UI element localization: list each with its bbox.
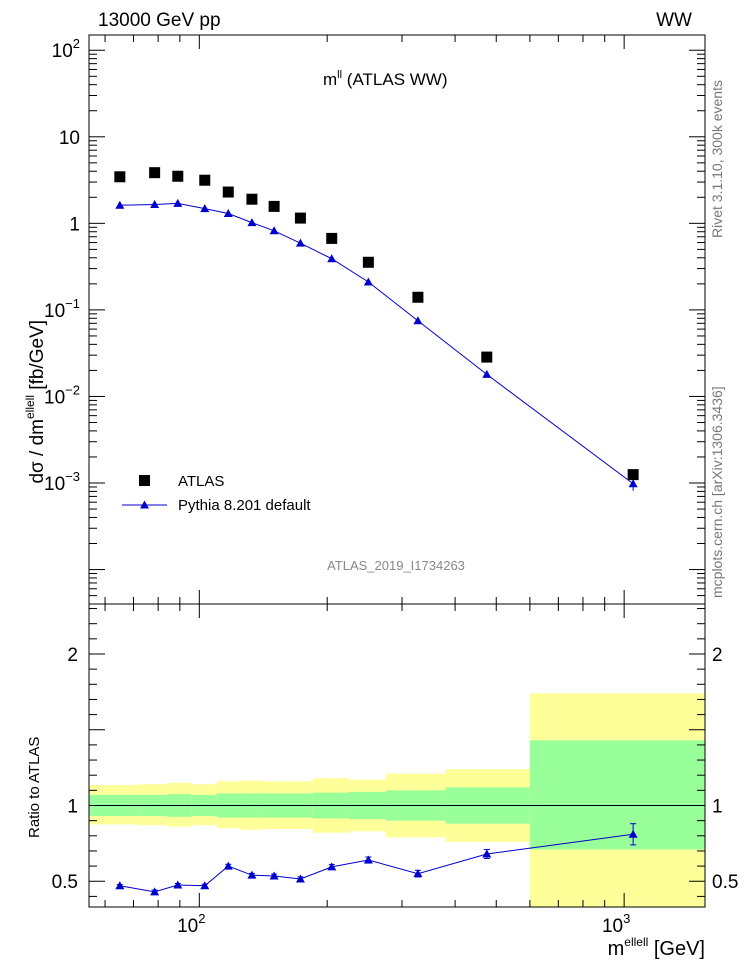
x-axis-label-unit: [GeV]: [648, 938, 705, 960]
header-energy-label: 13000 GeV pp: [98, 10, 221, 31]
plot-title-sup: ll: [337, 69, 342, 81]
ratio-y-tick-label-right-1: 1: [712, 796, 723, 817]
main-y-tick-exp: −3: [65, 469, 80, 484]
main-y-tick-exp: 2: [73, 36, 80, 51]
data-marker: [326, 232, 338, 244]
mc-marker-ratio: [115, 881, 125, 890]
plot-title-main: m: [323, 70, 337, 89]
x-tick-base: 10: [602, 916, 623, 937]
data-marker: [199, 174, 211, 186]
data-marker: [149, 167, 161, 179]
mc-marker-ratio: [150, 887, 160, 896]
side-mcplots-label: mcplots.cern.ch [arXiv:1306.3436]: [709, 386, 725, 598]
mc-marker-ratio: [482, 849, 492, 858]
data-marker: [268, 200, 280, 212]
ratio-band-inner-12: [529, 740, 705, 850]
ratio-y-tick-label-right-2: 2: [712, 645, 723, 666]
data-marker: [172, 170, 184, 182]
main-y-tick-label-5: 10−3: [44, 469, 80, 495]
x-axis-label-m: m: [608, 938, 625, 960]
mc-marker-ratio: [173, 880, 183, 889]
legend-atlas-label: ATLAS: [178, 473, 224, 490]
mc-marker-ratio: [200, 881, 210, 890]
data-series-main: [114, 167, 639, 481]
mc-marker-main: [269, 226, 279, 235]
mc-series-main: [115, 198, 638, 491]
main-y-tick-base: 10: [44, 387, 65, 408]
analysis-id: ATLAS_2019_I1734263: [327, 558, 465, 573]
x-axis-label: mellell [GeV]: [608, 935, 705, 960]
mc-marker-main: [327, 254, 337, 263]
ratio-axis-ticks: [89, 608, 705, 897]
main-y-axis-label-b: [fb/GeV]: [27, 320, 48, 395]
plot-title: mll (ATLAS WW): [323, 69, 448, 89]
legend-mc-label: Pythia 8.201 default: [178, 497, 311, 514]
x-tick-exp: 2: [198, 911, 205, 926]
data-marker: [294, 212, 306, 224]
mc-marker-ratio: [413, 869, 423, 878]
main-y-tick-base: 10: [52, 41, 73, 62]
ratio-y-axis-label: Ratio to ATLAS: [26, 737, 43, 838]
main-y-tick-base: 10: [44, 474, 65, 495]
mc-marker-ratio: [223, 861, 233, 870]
mc-marker-ratio: [269, 871, 279, 880]
data-marker: [362, 256, 374, 268]
x-tick-base: 10: [177, 916, 198, 937]
ratio-frame: [88, 603, 706, 908]
main-frame: [88, 34, 706, 605]
x-tick-label-0: 102: [177, 911, 205, 937]
mc-marker-main: [482, 369, 492, 378]
main-y-tick-base: 10: [44, 301, 65, 322]
data-marker: [222, 186, 234, 198]
mc-line-main: [119, 202, 634, 485]
mc-marker-ratio: [628, 829, 638, 838]
main-y-tick-label-0: 102: [52, 36, 80, 62]
x-tick-exp: 3: [623, 911, 630, 926]
data-marker: [481, 351, 493, 363]
x-tick-label-1: 103: [602, 911, 630, 937]
ratio-y-tick-label-left-2: 2: [67, 645, 78, 666]
mc-marker-main: [295, 238, 305, 247]
mc-marker-ratio: [327, 862, 337, 871]
main-y-tick-exp: −2: [65, 382, 80, 397]
mc-marker-main: [173, 198, 183, 207]
ratio-y-tick-label-right-0: 0.5: [712, 872, 738, 893]
legend: ATLAS Pythia 8.201 default: [122, 473, 311, 514]
legend-mc-marker: [140, 500, 149, 509]
main-y-tick-exp: −1: [65, 296, 80, 311]
x-axis-label-sup: ellell: [624, 935, 648, 949]
side-rivet-label: Rivet 3.1.10, 300k events: [709, 80, 725, 238]
main-y-axis-label: dσ / dmellell [fb/GeV]: [23, 320, 48, 484]
main-y-axis-label-a: dσ / dm: [27, 419, 48, 484]
mc-marker-ratio: [363, 855, 373, 864]
header-process-label: WW: [656, 10, 692, 31]
mc-marker-main: [363, 277, 373, 286]
legend-atlas-marker: [139, 475, 150, 486]
plot-title-rest: (ATLAS WW): [342, 70, 447, 89]
mc-marker-ratio: [295, 874, 305, 883]
plot-frames: [88, 34, 706, 908]
data-marker: [627, 469, 639, 481]
mc-marker-ratio: [247, 870, 257, 879]
mc-marker-main: [115, 200, 125, 209]
main-y-tick-label-2: 1: [69, 214, 80, 235]
mc-marker-main: [223, 208, 233, 217]
main-y-axis-label-sup: ellell: [23, 395, 37, 419]
data-marker: [412, 291, 424, 303]
ratio-y-tick-label-left-1: 1: [67, 796, 78, 817]
data-marker: [246, 193, 258, 205]
main-y-tick-label-4: 10−2: [44, 382, 80, 408]
mc-marker-main: [413, 316, 423, 325]
mc-marker-main: [247, 218, 257, 227]
ratio-uncertainty-bands: [89, 693, 705, 907]
data-marker: [114, 171, 126, 183]
main-y-tick-label-3: 10−1: [44, 296, 80, 322]
mc-series-ratio: [115, 823, 638, 896]
mc-marker-main: [200, 204, 210, 213]
ratio-y-tick-label-left-0: 0.5: [52, 872, 78, 893]
mc-marker-main: [150, 200, 160, 209]
main-y-tick-label-1: 10: [59, 128, 80, 149]
